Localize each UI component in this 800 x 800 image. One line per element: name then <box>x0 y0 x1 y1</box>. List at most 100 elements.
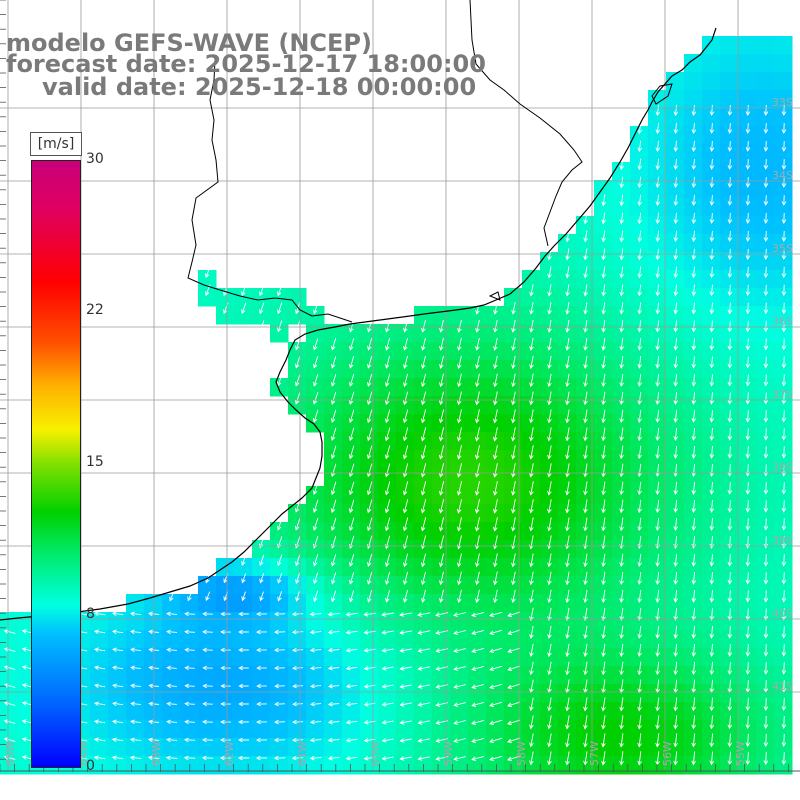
wind-arrow <box>781 482 787 495</box>
wind-arrow <box>601 679 606 694</box>
wind-arrow <box>691 554 697 567</box>
speed-cell <box>396 720 415 739</box>
speed-cell <box>234 558 253 577</box>
wind-arrow <box>220 665 231 671</box>
speed-cell <box>774 306 793 325</box>
speed-cell <box>396 576 415 595</box>
speed-cell <box>234 288 253 307</box>
wind-arrow <box>256 611 267 617</box>
wind-arrow <box>763 284 769 297</box>
wind-arrow <box>112 701 124 707</box>
wind-arrow <box>166 629 178 635</box>
speed-cell <box>288 288 307 307</box>
speed-cell <box>702 576 721 595</box>
speed-cell <box>576 504 595 523</box>
wind-arrow <box>655 571 660 585</box>
speed-cell <box>756 522 775 541</box>
wind-arrow <box>601 571 606 586</box>
wind-arrow <box>312 391 319 405</box>
speed-cell <box>756 648 775 667</box>
speed-cell <box>270 756 289 775</box>
speed-cell <box>198 666 217 685</box>
speed-cell <box>630 576 649 595</box>
speed-cell <box>648 216 667 235</box>
speed-cell <box>720 306 739 325</box>
speed-cell <box>684 72 703 91</box>
wind-arrow <box>220 611 231 617</box>
wind-arrow <box>583 320 588 333</box>
wind-arrow <box>727 428 733 441</box>
speed-cell <box>486 450 505 469</box>
wind-arrow <box>565 355 570 370</box>
wind-arrow <box>348 517 355 532</box>
wind-arrow <box>259 302 265 315</box>
speed-cell <box>216 684 235 703</box>
speed-cell <box>342 468 361 487</box>
speed-cell <box>342 342 361 361</box>
wind-arrow <box>583 391 588 406</box>
speed-cell <box>738 594 757 613</box>
speed-cell <box>738 522 757 541</box>
speed-cell <box>144 756 163 775</box>
wind-arrow <box>366 553 373 568</box>
speed-cell <box>378 702 397 721</box>
wind-arrow <box>583 589 588 604</box>
wind-arrow <box>277 320 283 333</box>
wind-arrow <box>399 666 412 671</box>
wind-arrow <box>471 665 485 671</box>
speed-cell <box>378 756 397 775</box>
wind-arrow <box>637 338 642 351</box>
speed-cell <box>558 738 577 757</box>
wind-arrow <box>129 755 142 761</box>
speed-cell <box>576 342 595 361</box>
wind-arrow <box>507 755 521 762</box>
wind-arrow <box>565 751 570 766</box>
wind-arrow <box>492 499 498 514</box>
speed-cell <box>540 396 559 415</box>
speed-cell <box>630 198 649 217</box>
speed-cell <box>630 432 649 451</box>
speed-cell <box>774 342 793 361</box>
speed-cell <box>288 522 307 541</box>
wind-arrow <box>637 517 642 532</box>
wind-arrow <box>489 719 503 726</box>
speed-cell <box>594 234 613 253</box>
speed-cell <box>648 702 667 721</box>
speed-cell <box>540 648 559 667</box>
speed-cell <box>648 324 667 343</box>
speed-cell <box>468 630 487 649</box>
wind-arrow <box>184 719 195 725</box>
speed-cell <box>378 468 397 487</box>
speed-cell <box>234 720 253 739</box>
speed-cell <box>648 486 667 505</box>
colorbar <box>31 160 81 768</box>
speed-cell <box>720 162 739 181</box>
wind-arrow <box>655 589 660 603</box>
speed-cell <box>738 252 757 271</box>
speed-cell <box>702 558 721 577</box>
wind-arrow <box>474 481 480 496</box>
wind-arrow <box>366 391 373 406</box>
wind-arrow <box>381 684 394 689</box>
speed-cell <box>720 342 739 361</box>
speed-cell <box>774 198 793 217</box>
wind-arrow <box>327 611 340 617</box>
wind-arrow <box>637 284 642 297</box>
speed-cell <box>666 576 685 595</box>
wind-arrow <box>256 647 267 653</box>
wind-arrow <box>691 284 697 297</box>
speed-cell <box>540 306 559 325</box>
speed-cell <box>162 756 181 775</box>
speed-cell <box>540 324 559 343</box>
wind-arrow <box>438 553 444 568</box>
wind-arrow <box>781 104 787 116</box>
wind-arrow <box>3 755 16 760</box>
wind-arrow <box>381 648 394 653</box>
wind-arrow <box>489 629 503 636</box>
speed-cell <box>306 324 325 343</box>
wind-arrow <box>3 737 16 742</box>
speed-cell <box>342 522 361 541</box>
wind-arrow <box>366 373 373 387</box>
wind-arrow <box>475 302 480 315</box>
